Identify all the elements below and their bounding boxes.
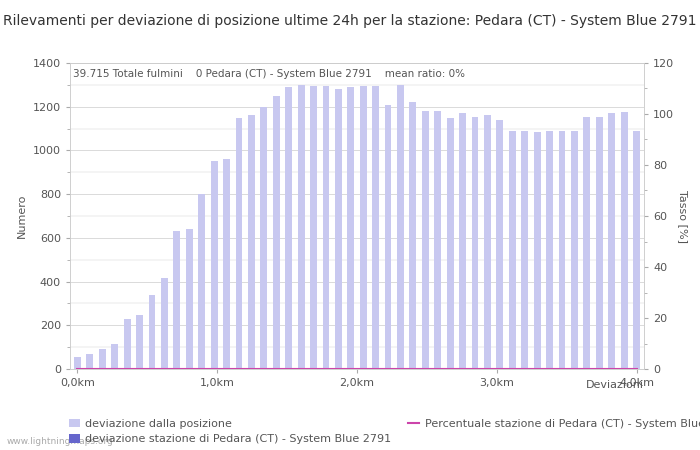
Bar [161, 278, 168, 369]
Bar [198, 194, 205, 369]
Bar [447, 117, 454, 369]
Bar [174, 231, 181, 369]
Bar [434, 111, 441, 369]
Bar [360, 86, 367, 369]
Bar [286, 87, 292, 369]
Bar [260, 107, 267, 369]
Y-axis label: Numero: Numero [18, 194, 27, 238]
Bar [323, 86, 330, 369]
Bar [136, 315, 143, 369]
Bar [472, 117, 478, 369]
Bar [273, 96, 280, 369]
Text: Deviazioni: Deviazioni [586, 380, 644, 390]
Bar [87, 354, 93, 369]
Text: Rilevamenti per deviazione di posizione ultime 24h per la stazione: Pedara (CT) : Rilevamenti per deviazione di posizione … [4, 14, 696, 27]
Bar [546, 131, 553, 369]
Y-axis label: Tasso [%]: Tasso [%] [678, 189, 688, 243]
Bar [583, 117, 590, 369]
Bar [422, 111, 428, 369]
Bar [633, 131, 640, 369]
Bar [496, 120, 503, 369]
Bar [186, 229, 193, 369]
Bar [124, 319, 131, 369]
Text: 39.715 Totale fulmini    0 Pedara (CT) - System Blue 2791    mean ratio: 0%: 39.715 Totale fulmini 0 Pedara (CT) - Sy… [73, 69, 465, 79]
Bar [533, 132, 540, 369]
Bar [99, 349, 106, 369]
Bar [148, 295, 155, 369]
Bar [310, 86, 317, 369]
Bar [236, 117, 242, 369]
Bar [459, 113, 466, 369]
Bar [223, 159, 230, 369]
Bar [559, 131, 566, 369]
Legend: deviazione dalla posizione, deviazione stazione di Pedara (CT) - System Blue 279: deviazione dalla posizione, deviazione s… [69, 418, 700, 445]
Bar [571, 131, 577, 369]
Bar [298, 85, 304, 369]
Bar [522, 131, 528, 369]
Bar [596, 117, 603, 369]
Bar [111, 344, 118, 369]
Bar [335, 89, 342, 369]
Bar [211, 162, 218, 369]
Bar [74, 357, 81, 369]
Bar [248, 116, 255, 369]
Bar [410, 102, 416, 369]
Text: www.lightningmaps.org: www.lightningmaps.org [7, 436, 113, 446]
Bar [347, 87, 354, 369]
Bar [384, 104, 391, 369]
Bar [372, 86, 379, 369]
Bar [621, 112, 627, 369]
Bar [484, 116, 491, 369]
Bar [509, 131, 516, 369]
Bar [608, 113, 615, 369]
Bar [397, 85, 404, 369]
